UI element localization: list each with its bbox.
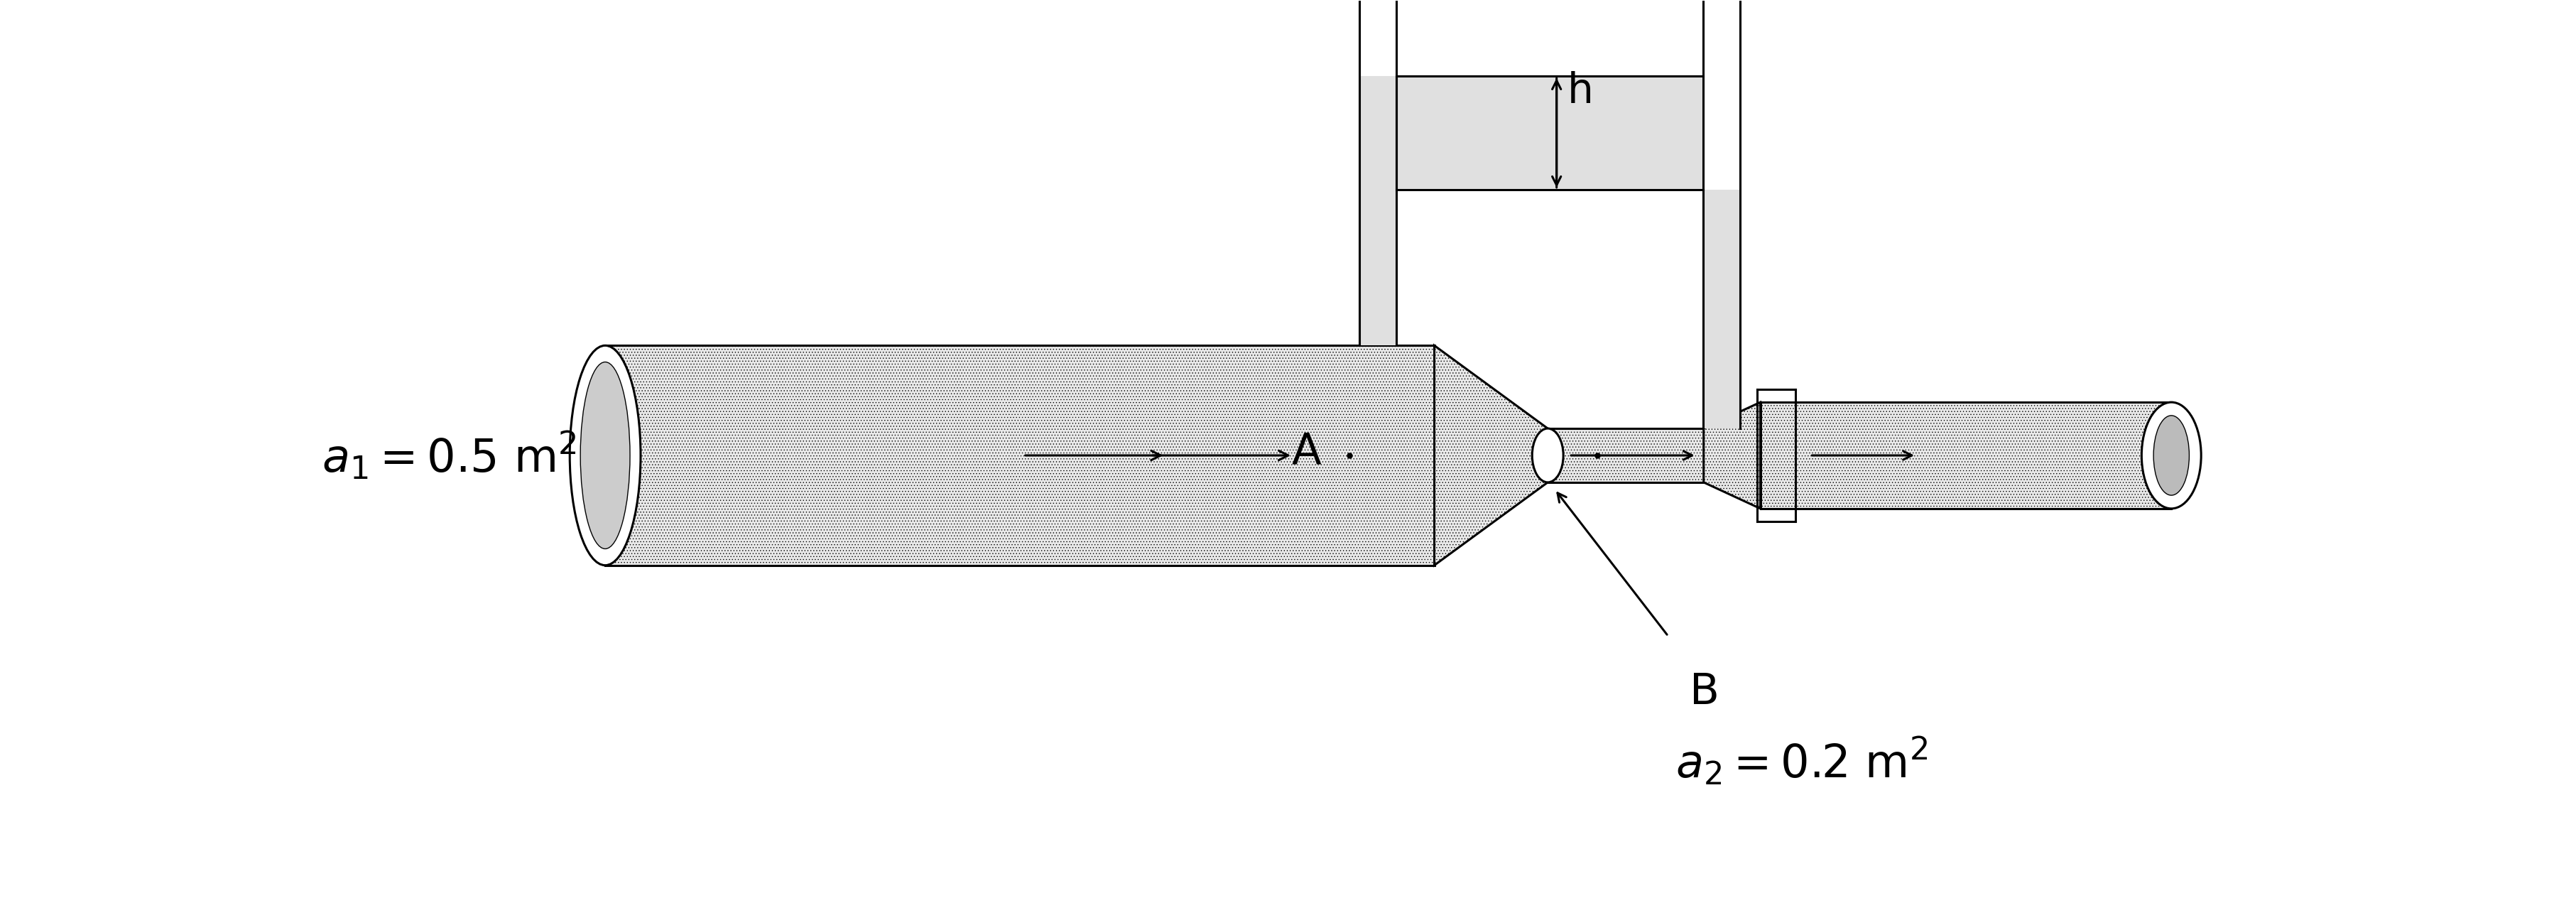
Polygon shape: [1360, 76, 1396, 346]
Text: h: h: [1566, 71, 1595, 112]
Text: A: A: [1293, 431, 1321, 473]
Ellipse shape: [2141, 402, 2200, 508]
Ellipse shape: [580, 362, 631, 549]
Polygon shape: [1703, 402, 1759, 508]
Ellipse shape: [569, 346, 641, 565]
Polygon shape: [1759, 402, 2172, 508]
Polygon shape: [605, 346, 1435, 565]
Ellipse shape: [1533, 428, 1564, 482]
Polygon shape: [1548, 428, 1703, 482]
Text: B: B: [1690, 672, 1718, 713]
Ellipse shape: [2154, 415, 2190, 495]
Polygon shape: [1435, 346, 1548, 565]
Polygon shape: [1703, 190, 1739, 428]
Text: $a_2 = 0.2\ \mathrm{m}^2$: $a_2 = 0.2\ \mathrm{m}^2$: [1674, 735, 1927, 787]
Text: $a_1 = 0.5\ \mathrm{m}^2$: $a_1 = 0.5\ \mathrm{m}^2$: [322, 430, 577, 481]
Polygon shape: [1396, 76, 1703, 190]
